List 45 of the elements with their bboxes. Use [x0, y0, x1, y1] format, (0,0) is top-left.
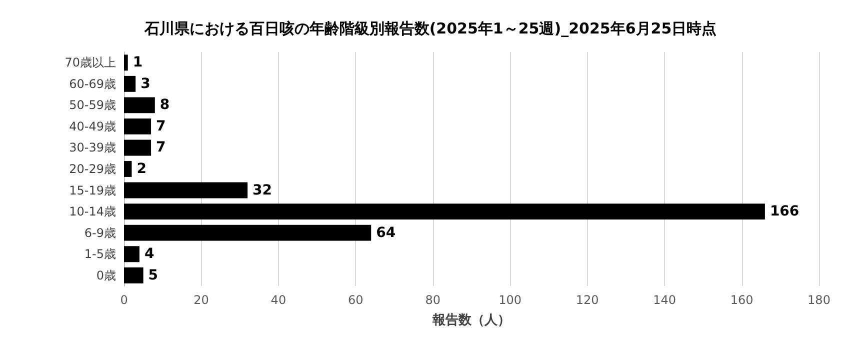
bar [124, 97, 155, 114]
data-label: 5 [148, 267, 158, 284]
y-tick-label: 70歳以上 [64, 56, 116, 70]
x-axis-title: 報告数（人） [432, 312, 510, 328]
x-tick-label: 160 [730, 293, 754, 307]
data-label: 7 [156, 118, 166, 134]
y-tick-label: 15-19歳 [69, 183, 116, 198]
x-tick-label: 180 [808, 293, 830, 307]
y-tick-label: 6-9歳 [84, 226, 116, 240]
x-tick-label: 140 [653, 293, 676, 307]
bar [124, 118, 152, 134]
y-tick-label: 10-14歳 [69, 204, 116, 219]
bar [124, 140, 152, 156]
y-tick-label: 1-5歳 [84, 247, 116, 262]
bar [124, 76, 136, 92]
bar [124, 246, 140, 262]
bar [124, 161, 132, 177]
y-tick-label: 30-39歳 [69, 140, 116, 155]
data-label: 166 [770, 204, 800, 220]
data-label: 3 [140, 76, 150, 92]
y-tick-label: 40-49歳 [69, 119, 116, 134]
x-tick-label: 20 [194, 293, 209, 307]
bar [124, 182, 248, 198]
bar [124, 54, 128, 71]
y-tick-label: 0歳 [96, 268, 116, 282]
x-tick-label: 60 [348, 293, 364, 307]
y-tick-label: 20-29歳 [69, 162, 116, 176]
data-label: 1 [132, 54, 143, 71]
chart-title: 石川県における百日咳の年齢階級別報告数(2025年1～25週)_2025年6月25日時点 [143, 20, 717, 38]
bar [124, 224, 372, 241]
x-tick-label: 80 [425, 293, 441, 307]
bar [124, 204, 765, 220]
data-label: 2 [136, 161, 146, 177]
x-tick-label: 120 [576, 293, 599, 307]
data-label: 32 [252, 182, 272, 198]
x-tick-label: 40 [270, 293, 286, 307]
data-label: 8 [160, 97, 170, 114]
data-label: 64 [376, 224, 396, 241]
data-label: 4 [144, 246, 154, 262]
y-tick-label: 50-59歳 [69, 98, 116, 112]
x-tick-label: 100 [498, 293, 522, 307]
x-tick-label: 0 [120, 293, 128, 307]
bar [124, 267, 144, 284]
y-tick-label: 60-69歳 [69, 76, 116, 91]
data-label: 7 [156, 140, 166, 156]
